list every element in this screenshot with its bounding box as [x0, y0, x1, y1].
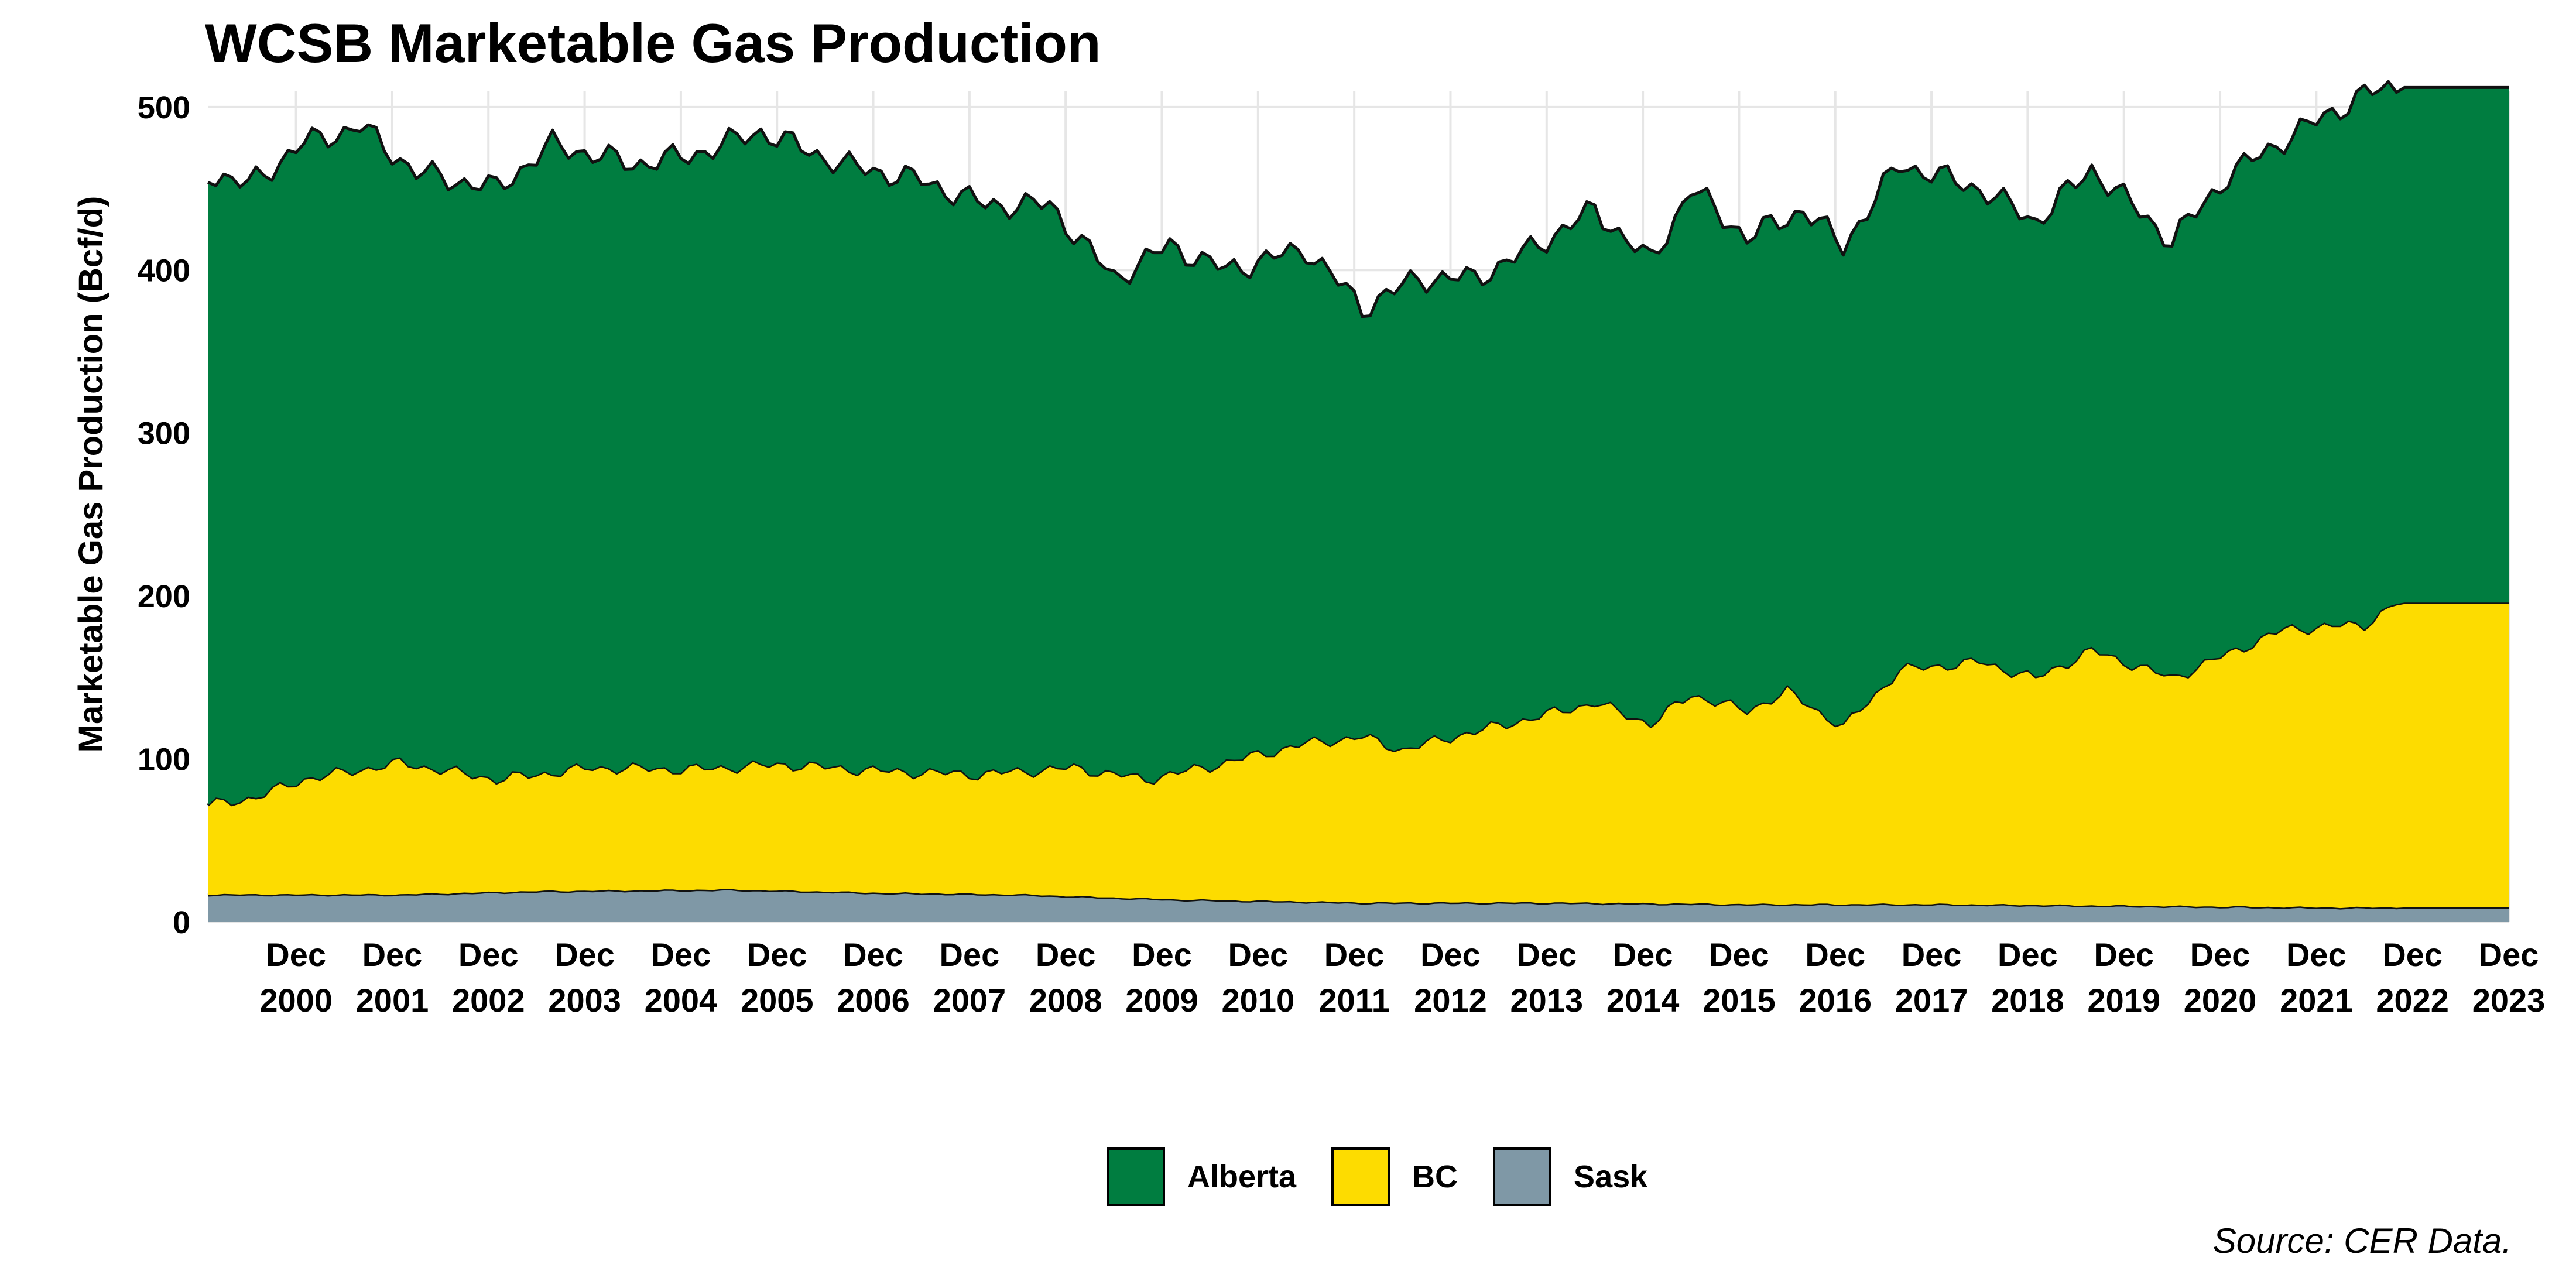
- y-tick-label: 500: [138, 90, 190, 125]
- x-tick-label: Dec 2001: [356, 936, 429, 1019]
- x-tick-label: Dec 2023: [2472, 936, 2546, 1019]
- legend-item-sask[interactable]: Sask: [1493, 1147, 1647, 1206]
- legend-item-alberta[interactable]: Alberta: [1107, 1147, 1296, 1206]
- x-tick-label: Dec 2015: [1703, 936, 1776, 1019]
- y-tick-label: 400: [138, 253, 190, 288]
- x-tick-label: Dec 2021: [2280, 936, 2353, 1019]
- legend: Alberta BC Sask: [1107, 1147, 1683, 1206]
- source-note: Source: CER Data.: [2212, 1221, 2512, 1260]
- x-tick-label: Dec 2006: [837, 936, 910, 1019]
- legend-label-bc: BC: [1412, 1159, 1458, 1194]
- x-tick-label: Dec 2014: [1606, 936, 1680, 1019]
- legend-swatch-sask: [1493, 1147, 1552, 1206]
- x-tick-label: Dec 2008: [1029, 936, 1102, 1019]
- x-tick-label: Dec 2018: [1991, 936, 2064, 1019]
- legend-label-alberta: Alberta: [1187, 1159, 1297, 1194]
- chart-title: WCSB Marketable Gas Production: [205, 12, 1101, 74]
- x-tick-label: Dec 2009: [1125, 936, 1198, 1019]
- x-tick-label: Dec 2019: [2087, 936, 2160, 1019]
- y-axis-label: Marketable Gas Production (Bcf/d): [72, 196, 110, 753]
- area-sask: [208, 889, 2509, 922]
- x-tick-label: Dec 2017: [1895, 936, 1968, 1019]
- x-tick-label: Dec 2013: [1510, 936, 1584, 1019]
- y-tick-label: 0: [173, 905, 190, 940]
- y-tick-label: 200: [138, 579, 190, 614]
- y-tick-label: 300: [138, 416, 190, 451]
- x-tick-label: Dec 2004: [645, 936, 718, 1019]
- legend-swatch-alberta: [1107, 1147, 1165, 1206]
- x-tick-label: Dec 2011: [1318, 936, 1390, 1019]
- x-tick-label: Dec 2000: [259, 936, 333, 1019]
- legend-label-sask: Sask: [1574, 1159, 1648, 1194]
- y-tick-label: 100: [138, 742, 190, 777]
- area-outline-alberta: [207, 80, 2509, 318]
- x-tick-label: Dec 2020: [2184, 936, 2257, 1019]
- x-tick-label: Dec 2010: [1222, 936, 1295, 1019]
- x-tick-label: Dec 2002: [452, 936, 525, 1019]
- x-tick-label: Dec 2005: [741, 936, 814, 1019]
- y-axis-ticks: 0 100 200 300 400 500: [138, 90, 190, 940]
- area-bc: [208, 602, 2509, 909]
- x-tick-label: Dec 2007: [933, 936, 1006, 1019]
- legend-item-bc[interactable]: BC: [1331, 1147, 1458, 1206]
- x-tick-label: Dec 2012: [1414, 936, 1487, 1019]
- legend-swatch-bc: [1331, 1147, 1390, 1206]
- x-axis-ticks: Dec 2000 Dec 2001 Dec 2002 Dec 2003 Dec 2004 Dec 20…: [259, 936, 2545, 1019]
- area-alberta: [208, 81, 2509, 806]
- x-tick-label: Dec 2016: [1799, 936, 1872, 1019]
- area-series: [207, 80, 2509, 922]
- x-tick-label: Dec 2003: [548, 936, 621, 1019]
- x-tick-label: Dec 2022: [2376, 936, 2449, 1019]
